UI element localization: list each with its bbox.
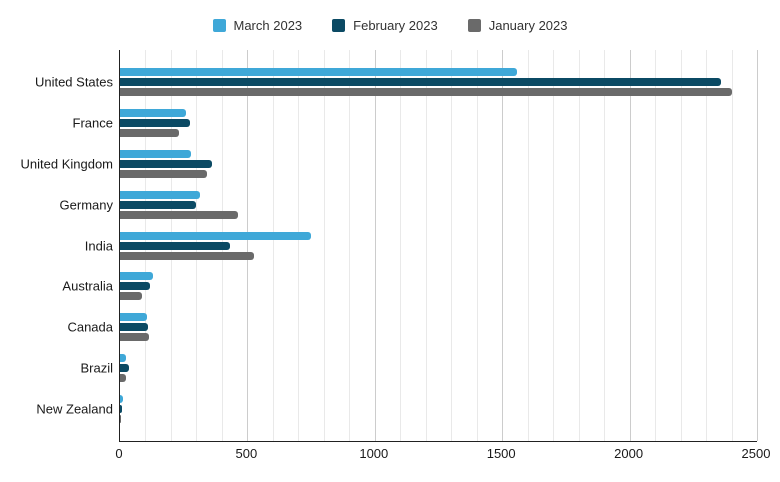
minor-gridline — [527, 50, 529, 441]
minor-gridline — [298, 50, 300, 441]
x-tick-label-1000: 1000 — [359, 446, 389, 461]
bar-united-states-march-2023 — [120, 68, 518, 77]
bar-india-january-2023 — [120, 251, 254, 260]
bar-new-zealand-february-2023 — [120, 404, 122, 413]
major-gridline — [374, 50, 376, 441]
legend-label-february: February 2023 — [353, 17, 438, 33]
minor-gridline — [349, 50, 351, 441]
x-tick-label-2000: 2000 — [614, 446, 644, 461]
bar-united-states-january-2023 — [120, 88, 732, 97]
bar-united-kingdom-march-2023 — [120, 149, 192, 158]
major-gridline — [502, 50, 504, 441]
category-label-united-kingdom: United Kingdom — [20, 156, 114, 172]
minor-gridline — [731, 50, 733, 441]
x-tick-label-2500: 2500 — [741, 446, 771, 461]
category-label-australia: Australia — [62, 278, 113, 294]
bar-australia-february-2023 — [120, 282, 151, 291]
category-label-germany: Germany — [59, 197, 113, 213]
minor-gridline — [680, 50, 682, 441]
category-label-brazil: Brazil — [80, 360, 113, 376]
legend-item-march-2023: March 2023 — [212, 17, 303, 33]
legend-swatch-march-icon — [212, 18, 226, 32]
bar-brazil-march-2023 — [120, 353, 127, 362]
bar-canada-march-2023 — [120, 313, 147, 322]
bar-france-february-2023 — [120, 119, 191, 128]
legend-swatch-january-icon — [467, 18, 481, 32]
legend-item-february-2023: February 2023 — [332, 18, 438, 33]
legend-item-january-2023: January 2023 — [467, 17, 568, 33]
minor-gridline — [425, 50, 427, 441]
bar-brazil-february-2023 — [120, 363, 129, 372]
category-label-united-states: United States — [34, 74, 113, 90]
bar-new-zealand-march-2023 — [120, 394, 123, 403]
minor-gridline — [476, 50, 478, 441]
minor-gridline — [400, 50, 402, 441]
bar-india-february-2023 — [120, 241, 230, 250]
bar-australia-january-2023 — [120, 292, 142, 301]
minor-gridline — [578, 50, 580, 441]
x-tick-label-0: 0 — [115, 446, 123, 461]
x-tick-label-500: 500 — [235, 446, 258, 461]
x-tick-label-1500: 1500 — [486, 446, 516, 461]
category-label-canada: Canada — [67, 319, 113, 335]
bar-india-march-2023 — [120, 231, 312, 240]
x-axis-labels: 0 500 1000 1500 2000 2500 — [0, 446, 780, 462]
category-axis-labels: United States France United Kingdom Germany… — [0, 50, 114, 441]
bar-brazil-january-2023 — [120, 373, 126, 382]
legend-label-january: January 2023 — [488, 17, 568, 33]
bar-canada-january-2023 — [120, 333, 150, 342]
bar-united-kingdom-february-2023 — [120, 159, 212, 168]
bar-germany-march-2023 — [120, 190, 201, 199]
bar-germany-january-2023 — [120, 210, 239, 219]
major-gridline — [629, 50, 631, 441]
bar-united-states-february-2023 — [120, 78, 722, 87]
major-gridline — [757, 50, 758, 441]
minor-gridline — [553, 50, 555, 441]
category-label-france: France — [72, 115, 113, 131]
chart-legend: March 2023 February 2023 January 2023 — [0, 16, 780, 34]
plot-area — [119, 50, 758, 442]
minor-gridline — [655, 50, 657, 441]
minor-gridline — [323, 50, 325, 441]
bar-france-january-2023 — [120, 129, 179, 138]
minor-gridline — [451, 50, 453, 441]
major-gridline — [247, 50, 249, 441]
category-label-india: India — [84, 238, 113, 253]
bar-australia-march-2023 — [120, 272, 154, 281]
minor-gridline — [706, 50, 708, 441]
bar-new-zealand-january-2023 — [120, 414, 122, 423]
legend-label-march: March 2023 — [233, 17, 303, 33]
category-label-new-zealand: New Zealand — [36, 401, 113, 417]
bar-germany-february-2023 — [120, 200, 197, 209]
legend-swatch-february-icon — [332, 18, 346, 32]
minor-gridline — [604, 50, 606, 441]
bar-canada-february-2023 — [120, 323, 149, 332]
bar-france-march-2023 — [120, 109, 187, 118]
bar-united-kingdom-january-2023 — [120, 169, 207, 178]
minor-gridline — [272, 50, 274, 441]
